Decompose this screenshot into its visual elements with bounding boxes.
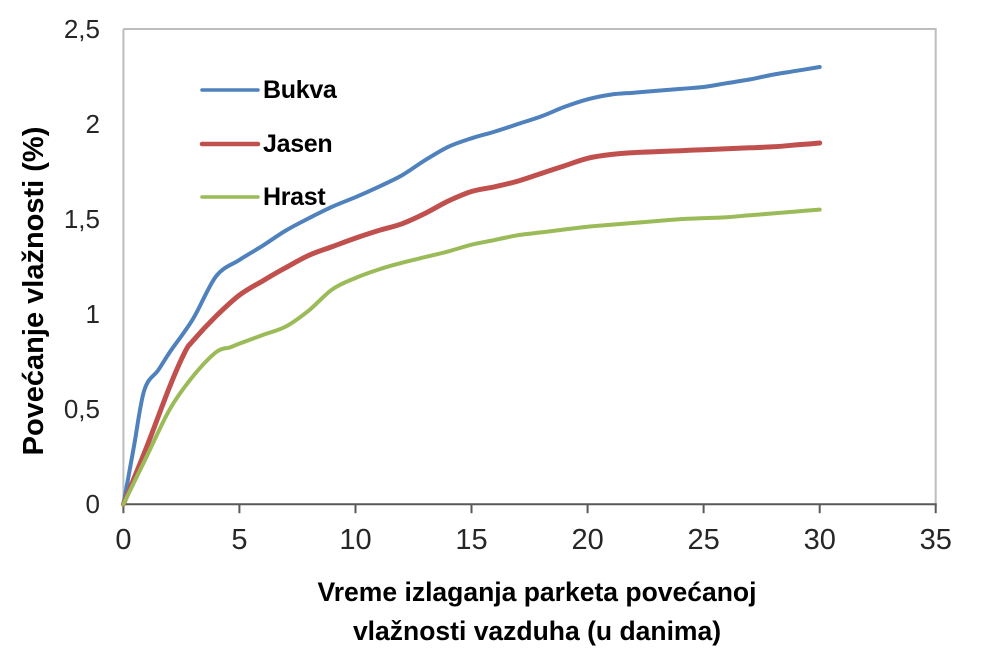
svg-text:1,5: 1,5 bbox=[64, 204, 100, 234]
svg-text:Jasen: Jasen bbox=[263, 130, 332, 158]
svg-text:0,5: 0,5 bbox=[64, 394, 100, 424]
svg-text:Bukva: Bukva bbox=[263, 76, 338, 104]
svg-text:2,5: 2,5 bbox=[64, 14, 100, 44]
svg-text:Povećanje vlažnosti (%): Povećanje vlažnosti (%) bbox=[18, 127, 50, 456]
svg-text:10: 10 bbox=[339, 524, 371, 556]
svg-text:25: 25 bbox=[687, 524, 719, 556]
svg-text:5: 5 bbox=[231, 524, 247, 556]
svg-text:0: 0 bbox=[115, 524, 131, 556]
svg-text:15: 15 bbox=[455, 524, 487, 556]
svg-text:35: 35 bbox=[920, 524, 952, 556]
svg-text:0: 0 bbox=[86, 489, 100, 519]
svg-text:1: 1 bbox=[86, 299, 100, 329]
svg-text:30: 30 bbox=[804, 524, 836, 556]
svg-text:20: 20 bbox=[571, 524, 603, 556]
svg-text:2: 2 bbox=[86, 109, 100, 139]
svg-text:vlažnosti vazduha (u danima): vlažnosti vazduha (u danima) bbox=[353, 616, 721, 646]
svg-text:Hrast: Hrast bbox=[263, 183, 326, 211]
svg-text:Vreme izlaganja parketa poveća: Vreme izlaganja parketa povećanoj bbox=[318, 577, 757, 607]
